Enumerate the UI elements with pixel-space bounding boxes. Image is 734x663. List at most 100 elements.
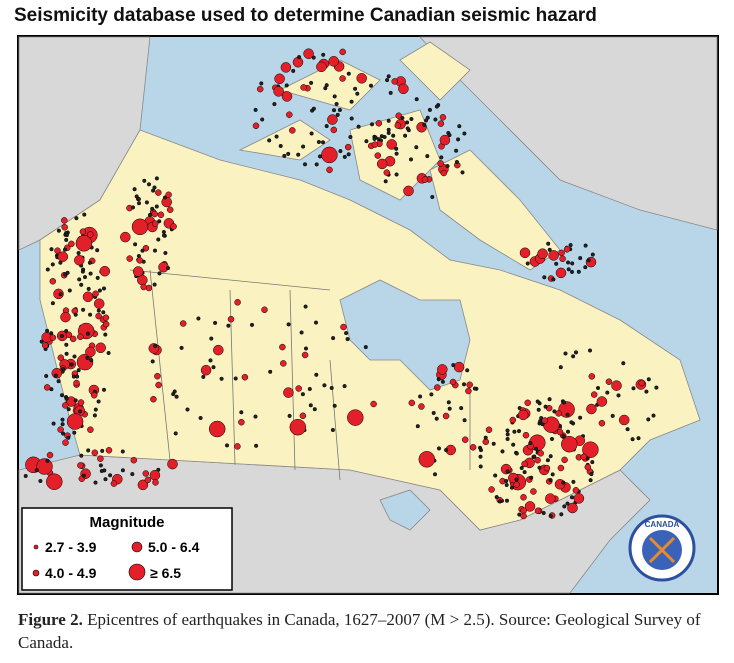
epicenter	[556, 428, 564, 436]
epicenter	[289, 127, 296, 134]
epicenter	[57, 426, 64, 433]
epicenter	[342, 154, 347, 159]
epicenter	[286, 111, 293, 118]
epicenter	[120, 449, 125, 454]
epicenter	[552, 409, 557, 414]
epicenter	[211, 365, 216, 370]
epicenter	[300, 392, 305, 397]
epicenter	[295, 385, 302, 392]
epicenter	[465, 387, 472, 395]
epicenter	[302, 162, 308, 167]
epicenter	[88, 271, 93, 276]
epicenter	[58, 292, 63, 297]
epicenter	[408, 399, 416, 407]
epicenter	[504, 478, 509, 484]
epicenter	[516, 429, 522, 434]
epicenter	[76, 368, 81, 373]
epicenter	[385, 78, 390, 83]
epicenter	[67, 288, 72, 293]
epicenter	[349, 116, 354, 121]
epicenter	[150, 359, 155, 364]
epicenter	[445, 164, 450, 169]
epicenter	[64, 233, 69, 238]
epicenter	[301, 351, 309, 359]
epicenter	[82, 212, 87, 217]
epicenter	[44, 373, 49, 379]
epicenter	[60, 311, 71, 323]
epicenter	[101, 310, 106, 315]
epicenter	[646, 377, 651, 382]
epicenter	[179, 320, 187, 327]
epicenter	[382, 134, 387, 140]
epicenter	[286, 322, 291, 327]
epicenter	[543, 464, 551, 472]
epicenter	[53, 373, 58, 378]
epicenter	[466, 381, 473, 389]
epicenter	[66, 435, 71, 440]
legend-symbol	[33, 544, 39, 550]
epicenter	[558, 401, 575, 418]
epicenter	[43, 384, 51, 391]
epicenter	[274, 134, 279, 139]
epicenter	[578, 415, 583, 420]
epicenter	[103, 477, 108, 482]
epicenter	[58, 260, 63, 265]
epicenter	[414, 97, 419, 102]
epicenter	[120, 468, 125, 473]
epicenter	[331, 108, 337, 113]
epicenter	[320, 140, 326, 145]
epicenter	[316, 139, 321, 145]
epicenter	[79, 453, 84, 458]
epicenter	[93, 298, 105, 309]
epicenter	[595, 385, 601, 391]
epicenter	[504, 482, 509, 488]
epicenter	[86, 448, 91, 453]
epicenter	[478, 464, 483, 469]
epicenter	[511, 442, 516, 447]
epicenter	[505, 428, 510, 433]
epicenter	[213, 320, 218, 325]
epicenter	[536, 407, 541, 412]
epicenter	[321, 52, 326, 57]
epicenter	[73, 398, 78, 403]
epicenter	[151, 220, 159, 227]
epicenter	[64, 237, 69, 242]
legend-symbol	[128, 563, 146, 581]
epicenter	[386, 118, 391, 123]
epicenter	[427, 107, 432, 112]
epicenter	[281, 91, 293, 102]
epicenter	[209, 336, 214, 341]
epicenter	[132, 187, 137, 192]
title: Seismicity database used to determine Ca…	[14, 5, 597, 26]
epicenter	[261, 306, 268, 314]
legend-label: ≥ 6.5	[150, 565, 181, 581]
legend-label: 5.0 - 6.4	[148, 539, 200, 555]
epicenter	[140, 248, 145, 253]
epicenter	[644, 389, 649, 394]
epicenter	[587, 348, 593, 353]
epicenter	[453, 361, 465, 373]
epicenter	[522, 431, 530, 439]
epicenter	[324, 83, 329, 88]
epicenter	[462, 418, 467, 423]
epicenter	[41, 342, 49, 349]
epicenter	[339, 48, 346, 56]
epicenter	[545, 458, 550, 463]
epicenter	[483, 435, 488, 440]
epicenter	[524, 501, 536, 512]
caption-text: Epicentres of earthquakes in Canada, 162…	[18, 610, 701, 652]
epicenter	[53, 288, 64, 300]
epicenter	[299, 330, 304, 335]
epicenter	[131, 218, 149, 236]
epicenter	[39, 339, 44, 344]
epicenter	[355, 91, 360, 96]
epicenter	[152, 479, 159, 486]
epicenter	[147, 212, 153, 217]
epicenter	[256, 85, 264, 93]
epicenter	[96, 399, 101, 404]
epicenter	[64, 328, 69, 334]
epicenter	[136, 257, 144, 264]
epicenter	[46, 473, 63, 490]
epicenter	[280, 360, 287, 367]
epicenter	[87, 426, 94, 433]
